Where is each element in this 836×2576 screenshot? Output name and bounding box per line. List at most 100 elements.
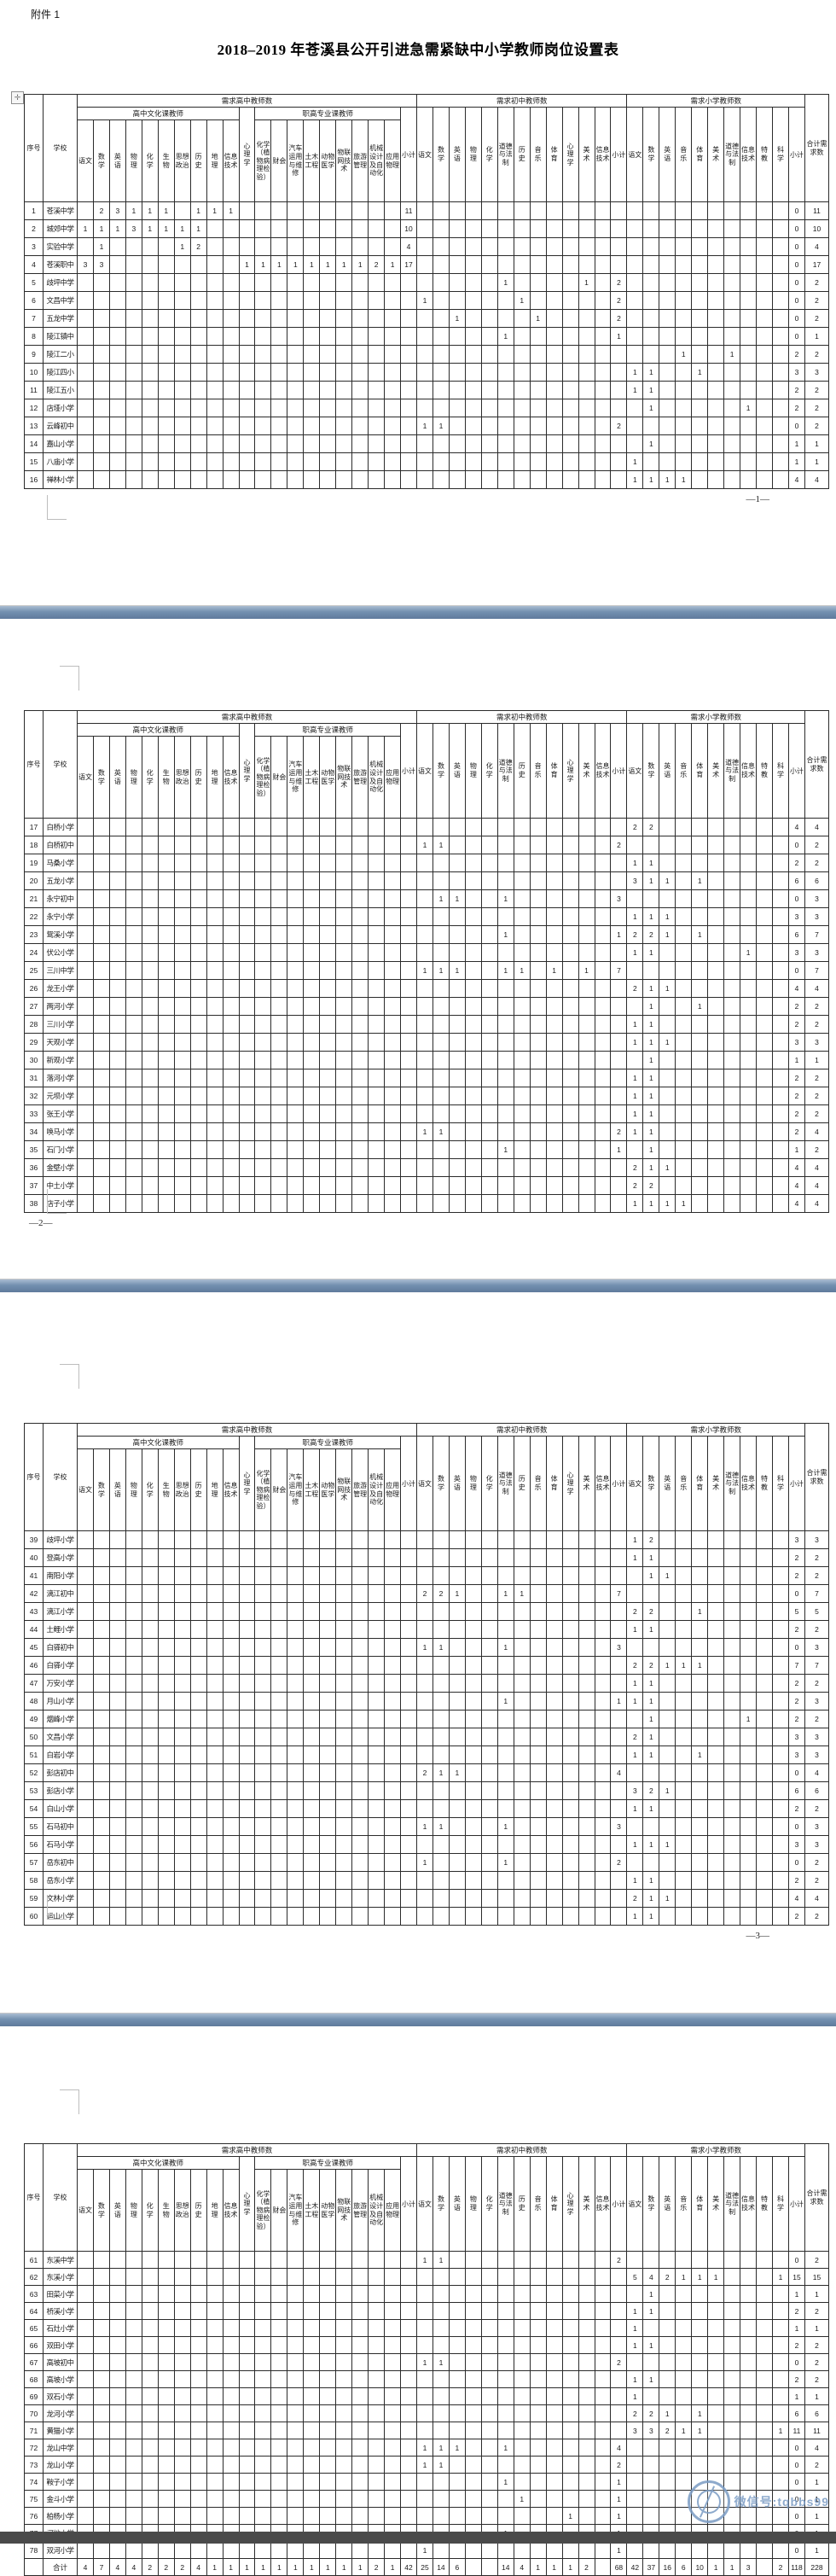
cell: 1 — [659, 1781, 676, 1800]
col-header-化学（植物病理检验）: 化学（植物病理检验） — [254, 1448, 272, 1531]
cell: 2 — [804, 836, 829, 854]
cell — [303, 1656, 321, 1675]
cell — [222, 1781, 240, 1800]
cell — [141, 2302, 159, 2320]
cell — [141, 2456, 159, 2474]
cell — [432, 345, 450, 364]
cell — [400, 327, 418, 346]
cell — [254, 1602, 272, 1621]
cell — [642, 889, 660, 908]
cell — [400, 2473, 418, 2491]
cell — [464, 1087, 482, 1105]
cell — [771, 309, 789, 328]
cell — [335, 2456, 353, 2474]
cell: 1 — [416, 1638, 433, 1657]
cell: 3 — [787, 1728, 806, 1746]
cell — [740, 907, 758, 926]
cell — [173, 2370, 191, 2388]
cell — [707, 1728, 725, 1746]
cell — [691, 2387, 709, 2405]
cell — [287, 2541, 305, 2559]
cell — [400, 1853, 418, 1872]
cell — [771, 219, 789, 238]
cell — [464, 907, 482, 926]
cell — [561, 836, 579, 854]
cell — [626, 2353, 644, 2371]
cell — [238, 470, 256, 489]
cell: 1 — [432, 1122, 450, 1141]
cell: 25 — [416, 2558, 433, 2576]
cell — [691, 1033, 709, 1052]
cell: 1 — [626, 1033, 644, 1052]
cell — [691, 1835, 709, 1854]
cell — [77, 2507, 94, 2525]
cell — [351, 1763, 369, 1782]
cell — [319, 452, 337, 471]
cell — [92, 1871, 110, 1890]
cell — [659, 1176, 676, 1195]
cell — [416, 219, 433, 238]
cell — [756, 201, 773, 220]
cell — [157, 1781, 175, 1800]
cell — [659, 889, 676, 908]
cell — [771, 1907, 789, 1926]
cell — [222, 2251, 240, 2269]
cell: 1 — [804, 2490, 829, 2508]
cell — [756, 2353, 773, 2371]
cell — [157, 961, 175, 980]
cell: 15 — [804, 2268, 829, 2286]
cell — [756, 291, 773, 310]
cell — [108, 1158, 126, 1177]
cell — [740, 1069, 758, 1087]
cell — [125, 1194, 142, 1213]
cell — [561, 2336, 579, 2354]
cell — [707, 399, 725, 417]
col-header-英语: 英语 — [108, 119, 126, 202]
cell — [157, 1907, 175, 1926]
cell — [335, 997, 353, 1016]
cell — [157, 1122, 175, 1141]
cell — [626, 399, 644, 417]
cell — [416, 1781, 433, 1800]
table-row: 18 白桥初中 1 1 2 0 2 — [24, 836, 829, 854]
cell — [578, 1656, 595, 1675]
cell — [238, 1104, 256, 1123]
cell — [545, 237, 563, 256]
cell: 3 — [787, 1033, 806, 1052]
cell — [157, 434, 175, 453]
cell — [368, 2336, 386, 2354]
cell — [206, 309, 224, 328]
cell — [222, 889, 240, 908]
table-move-handle[interactable]: ✛ — [11, 91, 24, 104]
cell — [384, 2370, 402, 2388]
crop-mark — [47, 495, 67, 520]
cell — [108, 961, 126, 980]
cell — [529, 201, 547, 220]
cell — [513, 1835, 531, 1854]
cell — [319, 1746, 337, 1764]
cell — [287, 2439, 305, 2457]
cell: 0 — [787, 889, 806, 908]
cell — [400, 1620, 418, 1639]
cell: 1 — [626, 2302, 644, 2320]
cell: 1 — [626, 452, 644, 471]
cell — [480, 1087, 498, 1105]
cell — [723, 836, 741, 854]
cell — [659, 452, 676, 471]
cell — [496, 2490, 514, 2508]
cell: 0 — [787, 1584, 806, 1603]
cell — [659, 1530, 676, 1549]
cell — [351, 470, 369, 489]
cell — [368, 1746, 386, 1764]
cell — [287, 434, 305, 453]
cell: 1 — [303, 2558, 321, 2576]
cell — [545, 907, 563, 926]
cell: 2 — [804, 1620, 829, 1639]
cell — [270, 907, 288, 926]
cell — [157, 327, 175, 346]
cell — [448, 291, 466, 310]
cell — [368, 452, 386, 471]
cell — [513, 1763, 531, 1782]
cell — [287, 818, 305, 836]
cell — [92, 889, 110, 908]
